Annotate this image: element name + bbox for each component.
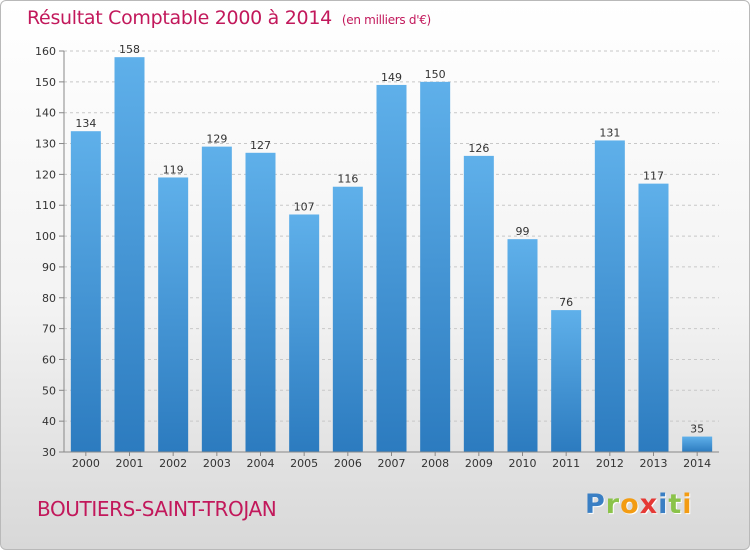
- bar: [551, 310, 582, 452]
- bar: [70, 131, 101, 452]
- bar: [682, 436, 713, 452]
- bar: [114, 57, 145, 453]
- y-tick-label: 80: [42, 292, 56, 305]
- bars: [70, 57, 713, 453]
- logo-letter: i: [682, 489, 693, 520]
- logo-letter: t: [668, 489, 683, 520]
- bar: [245, 152, 276, 453]
- x-tick-label: 2010: [509, 457, 537, 470]
- y-tick-label: 60: [42, 353, 56, 366]
- bar-value-label: 99: [516, 225, 530, 238]
- y-tick-label: 120: [35, 168, 56, 181]
- x-tick-label: 2004: [247, 457, 275, 470]
- bar-value-label: 76: [559, 296, 573, 309]
- bar: [201, 146, 232, 452]
- x-tick-label: 2007: [378, 457, 406, 470]
- bar: [638, 183, 669, 452]
- y-tick-label: 150: [35, 76, 56, 89]
- x-axis-tick-labels: 2000 2001 2002 2003 2004 2005 2006 2007 2008 2009…: [72, 457, 711, 470]
- y-tick-label: 40: [42, 415, 56, 428]
- bar: [420, 81, 451, 452]
- x-tick-label: 2011: [552, 457, 580, 470]
- chart-title-text: Résultat Comptable 2000 à 2014: [27, 7, 332, 29]
- logo-letter: x: [639, 489, 659, 520]
- x-tick-label: 2005: [290, 457, 318, 470]
- bar-value-label: 149: [381, 71, 402, 84]
- proxiti-logo: Proxiti: [585, 489, 693, 520]
- logo-letter: i: [658, 489, 669, 520]
- x-tick-label: 2009: [465, 457, 493, 470]
- x-tick-label: 2012: [596, 457, 624, 470]
- logo-letter: P: [585, 489, 606, 520]
- x-tick-label: 2014: [683, 457, 711, 470]
- x-tick-label: 2002: [159, 457, 187, 470]
- y-tick-label: 110: [35, 199, 56, 212]
- bar-value-label: 126: [468, 142, 489, 155]
- axes: [59, 50, 719, 456]
- logo-letter: o: [620, 489, 640, 520]
- logo-letter: r: [605, 489, 621, 520]
- bar-value-label: 134: [75, 117, 96, 130]
- bar: [332, 186, 363, 452]
- bar-value-label: 150: [425, 68, 446, 81]
- bar: [507, 239, 538, 452]
- bar-value-label: 127: [250, 139, 271, 152]
- y-tick-label: 100: [35, 230, 56, 243]
- x-tick-label: 2001: [116, 457, 144, 470]
- y-tick-label: 30: [42, 446, 56, 459]
- y-tick-label: 160: [35, 45, 56, 58]
- x-tick-label: 2003: [203, 457, 231, 470]
- x-tick-label: 2006: [334, 457, 362, 470]
- commune-name: BOUTIERS-SAINT-TROJAN: [37, 497, 277, 521]
- bar: [158, 177, 189, 452]
- bar-value-label: 119: [163, 163, 184, 176]
- y-tick-label: 50: [42, 384, 56, 397]
- bar: [376, 84, 407, 452]
- y-tick-label: 140: [35, 107, 56, 120]
- bar-value-label: 35: [690, 423, 704, 436]
- bar: [463, 155, 494, 452]
- bar-value-label: 129: [206, 133, 227, 146]
- y-tick-label: 70: [42, 323, 56, 336]
- chart-title: Résultat Comptable 2000 à 2014 (en millie…: [27, 7, 431, 29]
- bar-value-label: 158: [119, 43, 140, 56]
- y-axis-tick-labels: 30 40 50 60 70 80 90 100 110 120 130 140 150 160: [35, 45, 56, 459]
- chart-subtitle: (en milliers d'€): [341, 13, 431, 27]
- x-tick-label: 2008: [421, 457, 449, 470]
- bar-value-label: 117: [643, 170, 664, 183]
- bar-value-label: 107: [294, 200, 315, 213]
- value-labels: 134 158 119 129 127 107 116 149 150 126 99 76 131 117…: [75, 43, 704, 435]
- bar-value-label: 131: [599, 126, 620, 139]
- x-tick-label: 2013: [640, 457, 668, 470]
- bar-value-label: 116: [337, 173, 358, 186]
- x-tick-label: 2000: [72, 457, 100, 470]
- y-tick-label: 90: [42, 261, 56, 274]
- bar: [594, 140, 625, 452]
- y-tick-label: 130: [35, 138, 56, 151]
- bar: [289, 214, 320, 452]
